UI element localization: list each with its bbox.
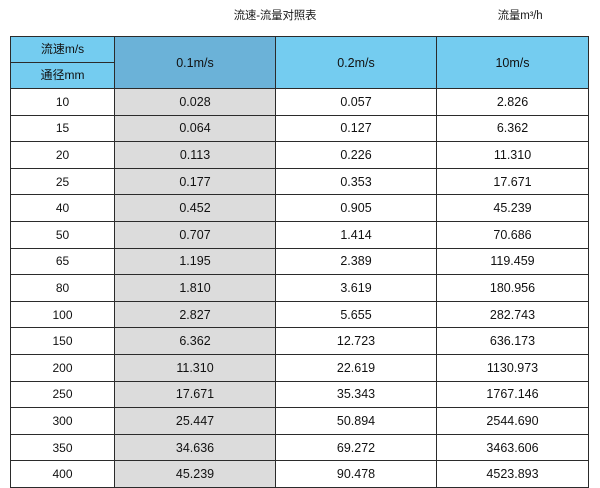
cell-flow-0-1: 0.177 [114, 167, 276, 196]
cell-flow-0-1: 0.452 [114, 194, 276, 222]
cell-nominal-diameter: 150 [10, 327, 115, 355]
cell-flow-10: 70.686 [436, 220, 589, 249]
cell-flow-10: 45.239 [436, 194, 589, 222]
table-body: 10 0.028 0.057 2.826 15 0.064 0.127 6.362 20 0.11… [10, 88, 589, 488]
cell-flow-0-2: 0.905 [275, 194, 437, 222]
cell-nominal-diameter: 200 [10, 353, 115, 382]
cell-flow-10: 17.671 [436, 167, 589, 196]
cell-nominal-diameter: 250 [10, 380, 115, 409]
cell-flow-10: 4523.893 [436, 460, 589, 488]
cell-flow-0-1: 0.113 [114, 141, 276, 169]
cell-flow-0-1: 11.310 [114, 353, 276, 382]
cell-nominal-diameter: 350 [10, 433, 115, 462]
cell-flow-0-2: 22.619 [275, 353, 437, 382]
cell-flow-0-1: 0.064 [114, 114, 276, 143]
cell-nominal-diameter: 400 [10, 460, 115, 488]
cell-nominal-diameter: 300 [10, 407, 115, 435]
cell-nominal-diameter: 100 [10, 300, 115, 329]
table-row: 350 34.636 69.272 3463.606 [10, 433, 589, 462]
table-row: 25 0.177 0.353 17.671 [10, 167, 589, 196]
caption-row: 流速-流量对照表 流量m³/h [0, 0, 600, 34]
cell-flow-0-2: 2.389 [275, 247, 437, 276]
table-row: 250 17.671 35.343 1767.146 [10, 380, 589, 409]
cell-flow-0-2: 35.343 [275, 380, 437, 409]
table-row: 150 6.362 12.723 636.173 [10, 327, 589, 355]
cell-flow-0-2: 1.414 [275, 220, 437, 249]
cell-flow-0-1: 0.028 [114, 88, 276, 116]
cell-flow-0-1: 1.810 [114, 274, 276, 302]
corner-header-diameter-label: 通径mm [40, 68, 85, 82]
cell-flow-10: 11.310 [436, 141, 589, 169]
table-header-row: 流速m/s 通径mm 0.1m/s 0.2m/s 10m/s [10, 36, 589, 89]
flow-rate-table-container: 流速m/s 通径mm 0.1m/s 0.2m/s 10m/s 10 0.028 0.… [10, 36, 589, 488]
cell-flow-10: 282.743 [436, 300, 589, 329]
unit-title: 流量m³/h [497, 10, 543, 22]
cell-flow-0-2: 0.057 [275, 88, 437, 116]
cell-flow-10: 1130.973 [436, 353, 589, 382]
cell-flow-0-1: 2.827 [114, 300, 276, 329]
cell-flow-0-2: 3.619 [275, 274, 437, 302]
cell-nominal-diameter: 15 [10, 114, 115, 143]
table-row: 10 0.028 0.057 2.826 [10, 88, 589, 116]
table-row: 40 0.452 0.905 45.239 [10, 194, 589, 222]
cell-flow-0-2: 69.272 [275, 433, 437, 462]
table-row: 100 2.827 5.655 282.743 [10, 300, 589, 329]
cell-nominal-diameter: 20 [10, 141, 115, 169]
cell-flow-10: 180.956 [436, 274, 589, 302]
cell-flow-10: 3463.606 [436, 433, 589, 462]
cell-flow-0-1: 6.362 [114, 327, 276, 355]
cell-nominal-diameter: 25 [10, 167, 115, 196]
cell-flow-0-1: 17.671 [114, 380, 276, 409]
cell-nominal-diameter: 50 [10, 220, 115, 249]
cell-flow-10: 1767.146 [436, 380, 589, 409]
cell-flow-0-2: 0.353 [275, 167, 437, 196]
table-row: 50 0.707 1.414 70.686 [10, 220, 589, 249]
column-header-velocity-2: 10m/s [436, 36, 589, 89]
cell-flow-10: 6.362 [436, 114, 589, 143]
cell-flow-0-1: 0.707 [114, 220, 276, 249]
table-row: 80 1.810 3.619 180.956 [10, 274, 589, 302]
cell-flow-0-2: 0.226 [275, 141, 437, 169]
table-row: 200 11.310 22.619 1130.973 [10, 353, 589, 382]
cell-flow-10: 2544.690 [436, 407, 589, 435]
cell-flow-10: 636.173 [436, 327, 589, 355]
cell-flow-0-2: 12.723 [275, 327, 437, 355]
column-header-velocity-1: 0.2m/s [275, 36, 437, 89]
table-row: 65 1.195 2.389 119.459 [10, 247, 589, 276]
table-row: 15 0.064 0.127 6.362 [10, 114, 589, 143]
cell-flow-0-1: 45.239 [114, 460, 276, 488]
cell-flow-0-2: 5.655 [275, 300, 437, 329]
cell-flow-0-1: 25.447 [114, 407, 276, 435]
table-row: 20 0.113 0.226 11.310 [10, 141, 589, 169]
cell-flow-0-1: 1.195 [114, 247, 276, 276]
cell-flow-10: 119.459 [436, 247, 589, 276]
corner-header-cell: 流速m/s 通径mm [10, 36, 115, 89]
corner-header-velocity-label: 流速m/s [11, 37, 114, 63]
cell-flow-10: 2.826 [436, 88, 589, 116]
cell-nominal-diameter: 40 [10, 194, 115, 222]
cell-flow-0-2: 50.894 [275, 407, 437, 435]
cell-nominal-diameter: 65 [10, 247, 115, 276]
cell-flow-0-2: 90.478 [275, 460, 437, 488]
flow-rate-table: 流速m/s 通径mm 0.1m/s 0.2m/s 10m/s 10 0.028 0.… [10, 36, 589, 488]
table-head: 流速m/s 通径mm 0.1m/s 0.2m/s 10m/s [10, 36, 589, 89]
cell-nominal-diameter: 10 [10, 88, 115, 116]
cell-nominal-diameter: 80 [10, 274, 115, 302]
cell-flow-0-1: 34.636 [114, 433, 276, 462]
column-header-velocity-0: 0.1m/s [114, 36, 276, 89]
table-row: 300 25.447 50.894 2544.690 [10, 407, 589, 435]
main-title: 流速-流量对照表 [233, 10, 317, 22]
table-row: 400 45.239 90.478 4523.893 [10, 460, 589, 488]
cell-flow-0-2: 0.127 [275, 114, 437, 143]
